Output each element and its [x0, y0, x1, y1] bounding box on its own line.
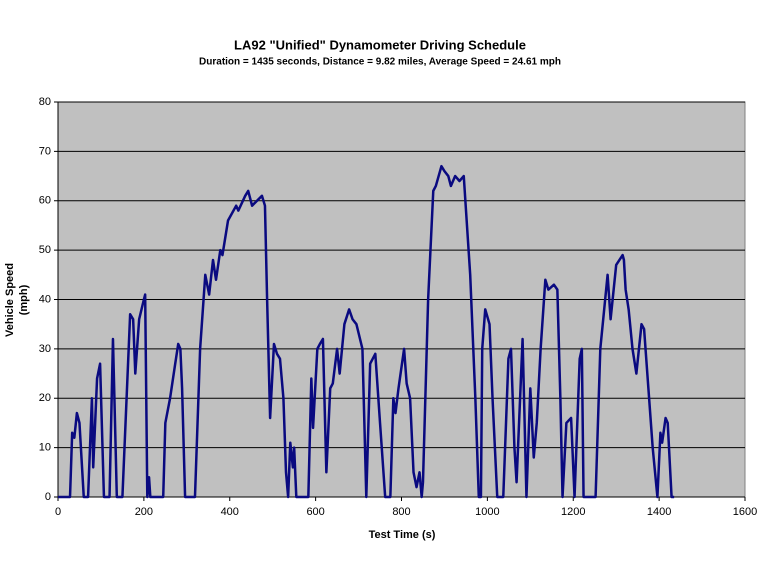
- y-tick-label: 50: [39, 244, 51, 256]
- y-tick-label: 30: [39, 343, 51, 355]
- x-tick-label: 1400: [647, 506, 671, 518]
- x-tick-label: 600: [306, 506, 324, 518]
- x-tick-label: 400: [221, 506, 239, 518]
- x-tick-label: 200: [135, 506, 153, 518]
- y-tick-label: 80: [39, 96, 51, 108]
- y-tick-label: 60: [39, 195, 51, 207]
- x-tick-label: 1200: [561, 506, 585, 518]
- y-tick-label: 70: [39, 145, 51, 157]
- y-tick-label: 20: [39, 392, 51, 404]
- x-axis-label: Test Time (s): [369, 529, 436, 541]
- y-axis-label-line: (mph): [18, 284, 30, 315]
- x-tick-label: 1000: [475, 506, 499, 518]
- chart-title: LA92 "Unified" Dynamometer Driving Sched…: [234, 37, 526, 52]
- y-tick-label: 40: [39, 293, 51, 305]
- x-tick-label: 0: [55, 506, 61, 518]
- y-axis-label-line: Vehicle Speed: [4, 263, 16, 337]
- x-tick-label: 1600: [733, 506, 757, 518]
- y-tick-label: 0: [45, 491, 51, 503]
- x-tick-label: 800: [392, 506, 410, 518]
- y-axis-label: Vehicle Speed (mph): [4, 263, 30, 337]
- speed-line: [58, 164, 675, 499]
- y-tick-label: 10: [39, 442, 51, 454]
- chart-subtitle: Duration = 1435 seconds, Distance = 9.82…: [199, 57, 561, 68]
